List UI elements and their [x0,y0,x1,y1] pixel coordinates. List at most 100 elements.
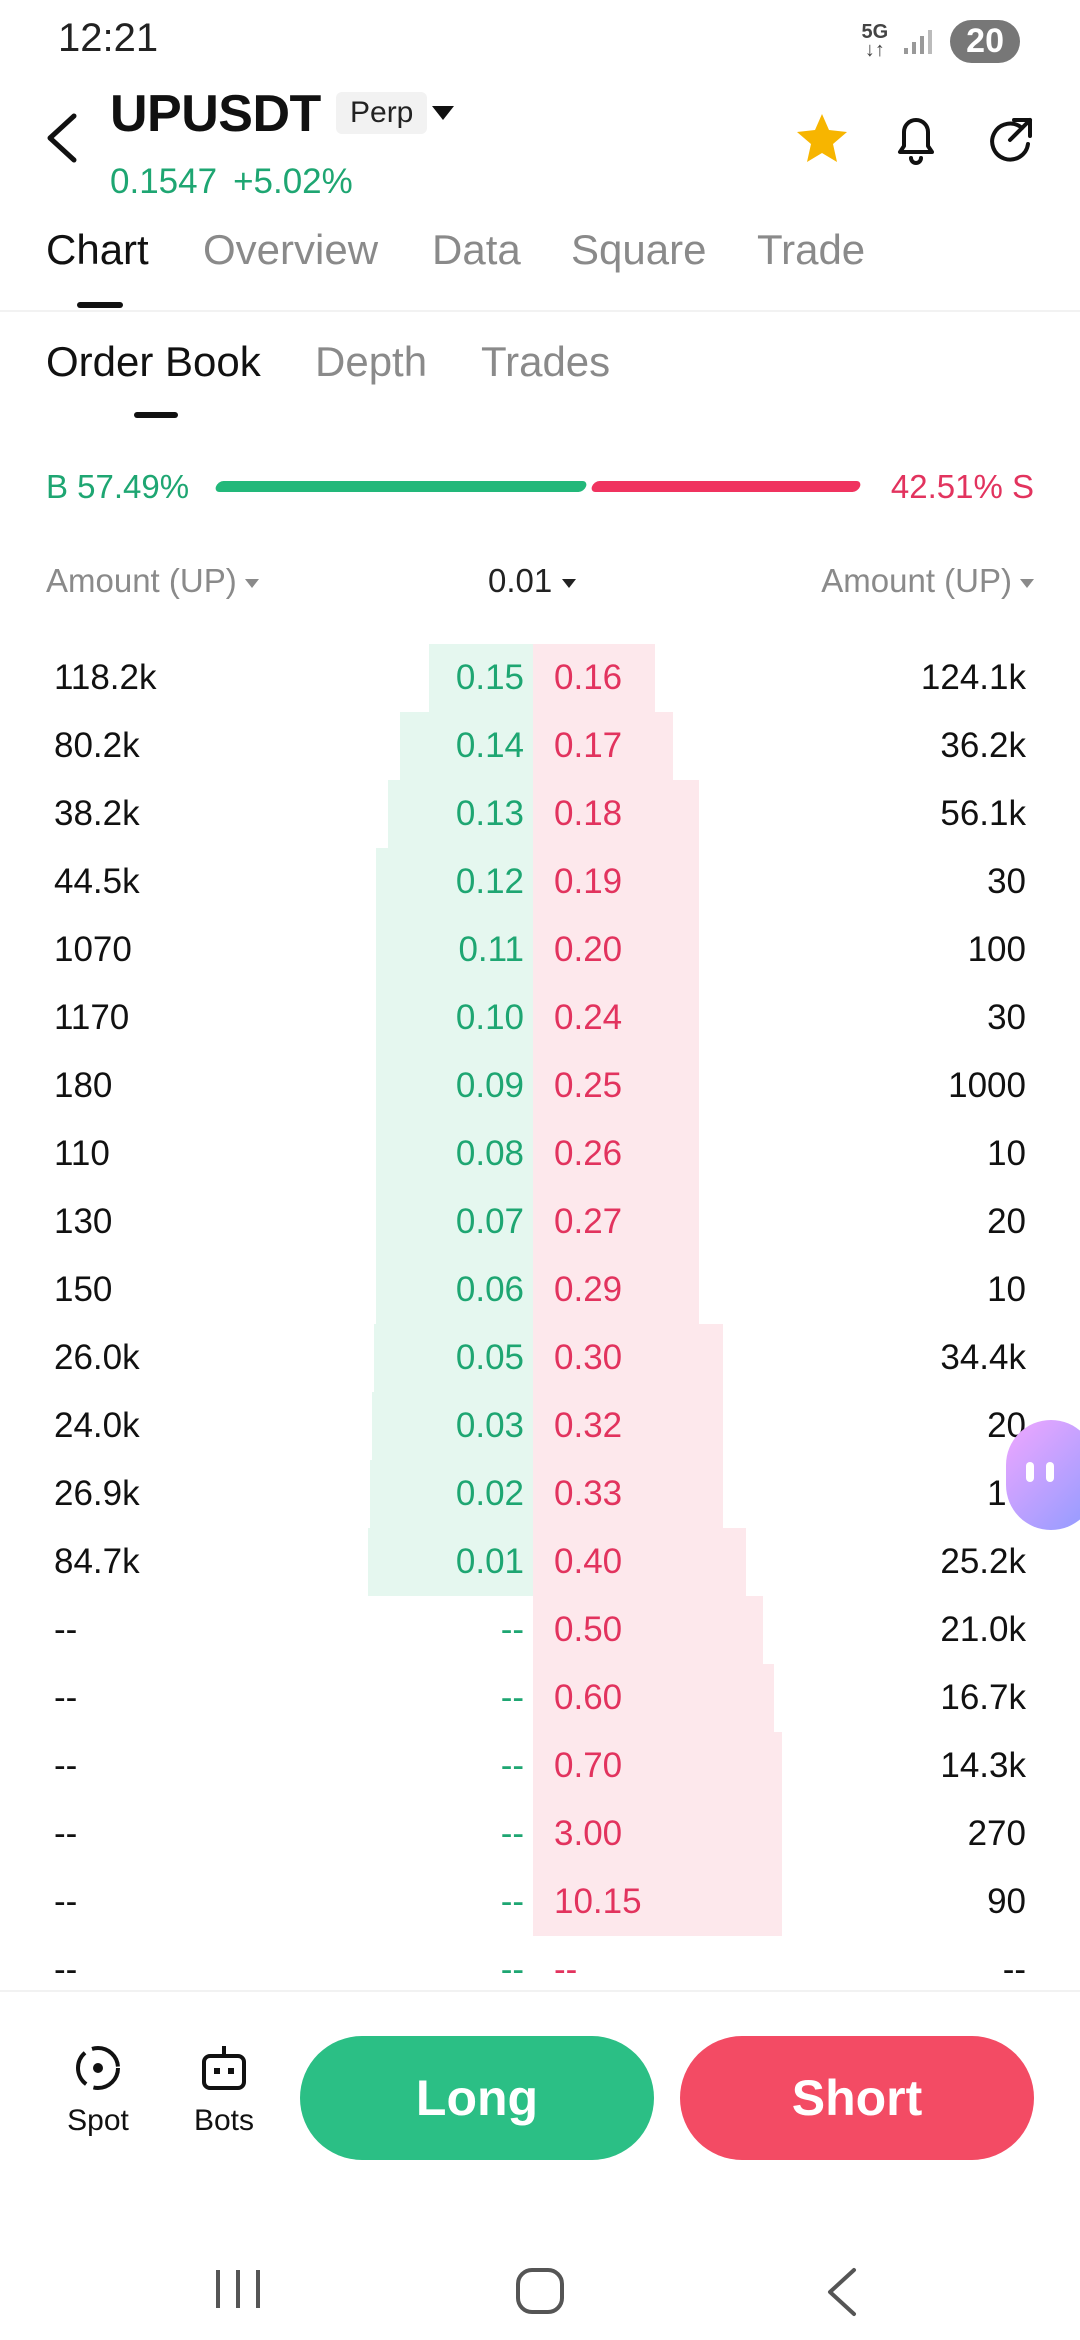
order-book-row[interactable]: -- -- 0.70 14.3k [0,1732,1080,1800]
buy-price: -- [500,1950,524,1989]
long-button[interactable]: Long [300,2036,654,2160]
sell-depth-bar [533,1664,774,1732]
subtab-depth[interactable]: Depth [315,338,428,385]
buy-depth-bar [376,1256,533,1324]
order-book-row[interactable]: 26.9k0.020.3310 [0,1460,1080,1528]
buy-price: -- [500,1678,524,1717]
order-book-row[interactable]: 1070 0.11 0.20 100 [0,916,1080,984]
tab-chart[interactable]: Chart [46,226,149,273]
short-button[interactable]: Short [680,2036,1034,2160]
subtab-trades[interactable]: Trades [481,338,611,385]
buy-price: 0.06 [455,1270,524,1309]
sell-amount: 90 [987,1882,1026,1921]
sell-depth-bar [533,1528,746,1596]
precision-selector[interactable]: 0.01 [488,562,577,600]
order-book-row[interactable]: 24.0k 0.03 0.32 20 [0,1392,1080,1460]
tab-trade[interactable]: Trade [757,226,866,273]
buy-price: 0.08 [455,1134,524,1173]
tab-square[interactable]: Square [571,226,707,273]
price-change: +5.02% [233,162,353,201]
favorite-button[interactable] [790,100,854,174]
order-book-row[interactable]: -- -- 3.00 270 [0,1800,1080,1868]
order-book-row[interactable]: 150 0.06 0.29 10 [0,1256,1080,1324]
sell-amount: 10 [987,1270,1026,1309]
status-icons: 5G ↓↑ 20 [861,18,1020,64]
bots-button[interactable]: Bots [174,2040,274,2138]
order-book-row[interactable]: 26.0k 0.05 0.30 34.4k [0,1324,1080,1392]
share-button[interactable] [978,100,1042,174]
sell-amount-header[interactable]: Amount (UP) [821,562,1034,600]
order-book-row[interactable]: 44.5k 0.12 0.19 30 [0,848,1080,916]
buy-amount: 84.7k [54,1542,140,1581]
order-book-row[interactable]: 110 0.08 0.26 10 [0,1120,1080,1188]
sell-depth-bar [533,1800,782,1868]
sell-amount: 16.7k [940,1678,1026,1717]
nav-back-icon[interactable] [820,2264,864,2320]
sell-amount: 14.3k [940,1746,1026,1785]
buy-price: 0.01 [455,1542,524,1581]
buy-amount: 118.2k [54,658,157,697]
order-book-row[interactable]: -- -- 0.50 21.0k [0,1596,1080,1664]
order-book-row[interactable]: -- -- -- -- [0,1936,1080,2004]
buy-price: 0.03 [455,1406,524,1445]
order-book-row[interactable]: 38.2k 0.13 0.18 56.1k [0,780,1080,848]
sell-depth-bar [533,1868,782,1936]
sell-amount: -- [1002,1950,1026,1989]
home-icon[interactable] [514,2266,566,2316]
buy-price: -- [500,1746,524,1785]
buy-amount: -- [54,1814,78,1853]
order-book-row[interactable]: 180 0.09 0.25 1000 [0,1052,1080,1120]
sell-amount: 1000 [948,1066,1026,1105]
back-icon [47,113,77,163]
sell-price: 0.33 [554,1474,623,1513]
last-price: 0.1547 [110,162,218,201]
bots-label: Bots [193,2104,255,2137]
battery-indicator: 20 [950,19,1020,63]
subtab-order-book[interactable]: Order Book [46,338,261,385]
sell-price: 10.15 [554,1882,642,1921]
order-book-row[interactable]: 84.7k 0.01 0.40 25.2k [0,1528,1080,1596]
order-book-row[interactable]: 118.2k 0.15 0.16 124.1k [0,644,1080,712]
tab-overview[interactable]: Overview [203,226,379,273]
buy-price: -- [500,1882,524,1921]
assistant-bubble[interactable] [1006,1420,1080,1530]
sell-price: 0.70 [554,1746,623,1785]
sell-price: 0.25 [554,1066,623,1105]
buy-depth-bar [372,1392,533,1460]
chevron-down-icon[interactable] [432,106,454,120]
order-book-row[interactable]: 1170 0.10 0.24 30 [0,984,1080,1052]
sell-amount: 34.4k [940,1338,1026,1377]
signal-icon [904,30,933,54]
buy-depth-bar [400,712,533,780]
buy-depth-bar [376,1052,533,1120]
buy-depth-bar [376,916,533,984]
order-book-row[interactable]: 80.2k 0.14 0.17 36.2k [0,712,1080,780]
order-book-row[interactable]: -- -- 10.15 90 [0,1868,1080,1936]
sell-price: 0.32 [554,1406,623,1445]
recents-icon[interactable] [212,2266,264,2312]
tab-data[interactable]: Data [432,226,521,273]
sell-price: 0.20 [554,930,623,969]
order-book-row[interactable]: 130 0.07 0.27 20 [0,1188,1080,1256]
perp-badge[interactable]: Perp [336,92,428,134]
symbol-title[interactable]: UPUSDT [110,85,321,143]
spot-icon [76,2046,120,2090]
sell-depth-bar [533,916,699,984]
buy-amount: -- [54,1610,78,1649]
buy-amount-header[interactable]: Amount (UP) [46,562,259,600]
buy-amount: 80.2k [54,726,140,765]
alert-button[interactable] [884,100,948,174]
sell-price: 0.18 [554,794,623,833]
buy-depth-bar [376,984,533,1052]
sell-depth-bar [533,984,699,1052]
sell-price: 0.50 [554,1610,623,1649]
sell-amount: 36.2k [940,726,1026,765]
spot-button[interactable]: Spot [48,2040,148,2138]
back-button[interactable] [40,102,90,172]
buy-amount: -- [54,1678,78,1717]
buy-amount: 110 [54,1134,110,1173]
buy-price: 0.07 [455,1202,524,1241]
sell-depth-bar [533,780,699,848]
sell-amount: 30 [987,862,1026,901]
order-book-row[interactable]: -- -- 0.60 16.7k [0,1664,1080,1732]
